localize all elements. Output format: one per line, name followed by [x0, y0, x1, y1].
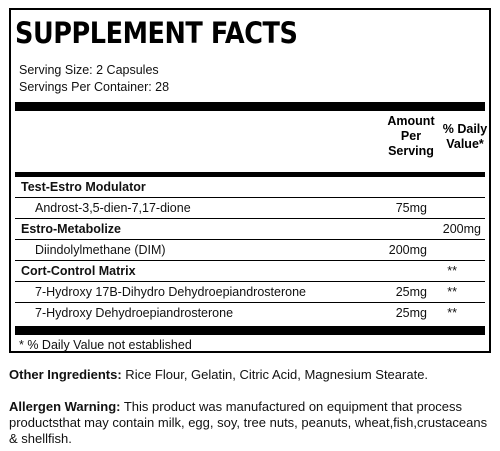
- nutrient-name: Diindolylmethane (DIM): [35, 243, 166, 257]
- other-ingredients-text: Rice Flour, Gelatin, Citric Acid, Magnes…: [121, 367, 429, 382]
- supplement-facts-panel: SUPPLEMENT FACTS Serving Size: 2 Capsule…: [9, 8, 491, 353]
- other-ingredients-label: Other Ingredients:: [9, 367, 122, 382]
- dv-header-line: Value*: [446, 137, 484, 151]
- nutrient-row: 7-Hydroxy Dehydroepiandrosterone 25mg **: [15, 302, 485, 323]
- nutrient-daily-value: **: [447, 306, 457, 320]
- nutrient-row: Androst-3,5-dien-7,17-dione 75mg: [15, 197, 485, 218]
- nutrient-amount: 25mg: [395, 285, 427, 299]
- nutrient-name: Test-Estro Modulator: [21, 180, 146, 194]
- nutrient-name: Cort-Control Matrix: [21, 264, 136, 278]
- allergen-warning-label: Allergen Warning:: [9, 399, 121, 414]
- nutrient-name: 7-Hydroxy 17B-Dihydro Dehydroepiandroste…: [35, 285, 306, 299]
- daily-value-footnote: * % Daily Value not established: [19, 338, 192, 352]
- amount-header-line: Amount: [387, 114, 435, 128]
- nutrient-daily-value: **: [447, 285, 457, 299]
- nutrient-daily-value: 200mg: [442, 222, 481, 236]
- nutrient-row: 7-Hydroxy 17B-Dihydro Dehydroepiandroste…: [15, 281, 485, 302]
- nutrient-amount: 25mg: [395, 306, 427, 320]
- amount-header-line: Per: [400, 129, 422, 143]
- nutrient-daily-value: **: [447, 264, 457, 278]
- amount-header-line: Serving: [388, 144, 434, 158]
- thick-divider: [15, 102, 485, 111]
- servings-per-container: Servings Per Container: 28: [19, 80, 170, 94]
- allergen-warning-text: This product was manufactured on equipme…: [9, 399, 488, 446]
- nutrient-name: Androst-3,5-dien-7,17-dione: [35, 201, 191, 215]
- bottom-thick-divider: [15, 326, 485, 335]
- other-ingredients: Other Ingredients: Rice Flour, Gelatin, …: [9, 367, 495, 383]
- nutrient-name: Estro-Metabolize: [21, 222, 122, 236]
- nutrient-amount: 200mg: [388, 243, 427, 257]
- panel-title: SUPPLEMENT FACTS: [15, 16, 298, 50]
- header-divider: [15, 172, 485, 176]
- daily-value-header: % Daily Value*: [439, 122, 491, 152]
- dv-header-line: % Daily: [442, 122, 488, 136]
- allergen-warning: Allergen Warning: This product was manuf…: [9, 399, 495, 447]
- nutrient-row: Cort-Control Matrix **: [15, 260, 485, 281]
- nutrient-row: Diindolylmethane (DIM) 200mg: [15, 239, 485, 260]
- nutrient-row: Test-Estro Modulator: [15, 176, 485, 197]
- serving-size: Serving Size: 2 Capsules: [19, 63, 159, 77]
- nutrient-amount: 75mg: [395, 201, 427, 215]
- nutrient-row: Estro-Metabolize 200mg: [15, 218, 485, 239]
- nutrient-name: 7-Hydroxy Dehydroepiandrosterone: [35, 306, 234, 320]
- amount-per-serving-header: Amount Per Serving: [383, 114, 439, 159]
